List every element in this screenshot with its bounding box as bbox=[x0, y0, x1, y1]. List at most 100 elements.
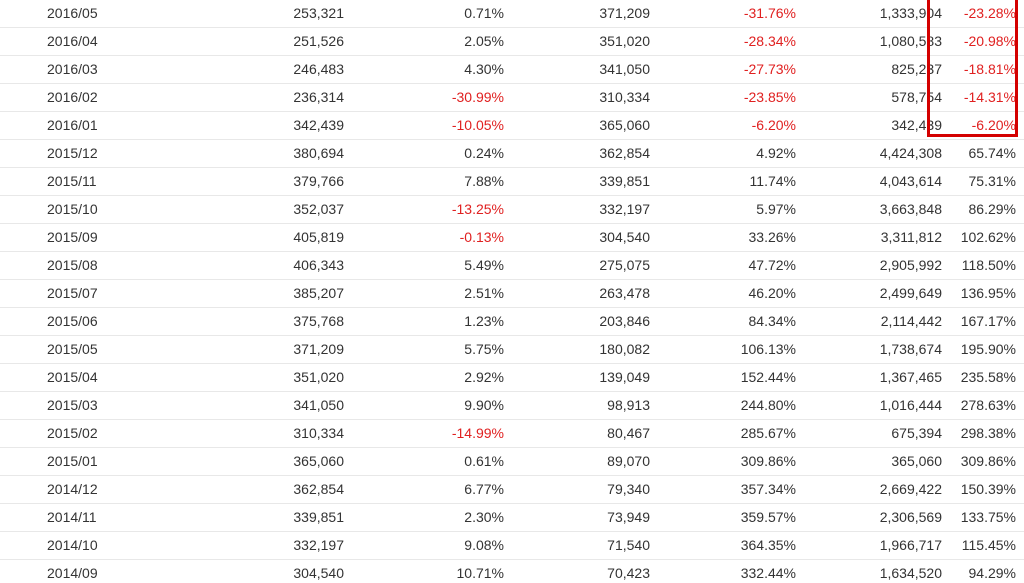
month-cell: 2015/12 bbox=[0, 139, 200, 168]
change-cell: 5.49% bbox=[344, 251, 504, 280]
table-row: 2015/02 310,334 -14.99% 80,467 285.67% 675,39… bbox=[0, 419, 1024, 448]
cumulative-change-cell: 235.58% bbox=[942, 363, 1024, 392]
cumulative-change-cell: 309.86% bbox=[942, 447, 1024, 476]
value-cell: 405,819 bbox=[200, 223, 344, 252]
yoy-change-cell: 285.67% bbox=[650, 419, 796, 448]
cumulative-cell: 1,367,465 bbox=[796, 363, 942, 392]
change-cell: 0.24% bbox=[344, 139, 504, 168]
yoy-change-cell: -31.76% bbox=[650, 0, 796, 28]
change-cell: 7.88% bbox=[344, 167, 504, 196]
change-cell: 4.30% bbox=[344, 55, 504, 84]
prev-value-cell: 304,540 bbox=[504, 223, 650, 252]
prev-value-cell: 139,049 bbox=[504, 363, 650, 392]
month-cell: 2015/01 bbox=[0, 447, 200, 476]
month-cell: 2016/02 bbox=[0, 83, 200, 112]
table-row: 2015/11 379,766 7.88% 339,851 11.74% 4,043,61… bbox=[0, 167, 1024, 196]
yoy-change-cell: -28.34% bbox=[650, 27, 796, 56]
prev-value-cell: 70,423 bbox=[504, 559, 650, 583]
month-cell: 2015/07 bbox=[0, 279, 200, 308]
month-cell: 2015/02 bbox=[0, 419, 200, 448]
table-row: 2015/12 380,694 0.24% 362,854 4.92% 4,424,308… bbox=[0, 139, 1024, 168]
cumulative-change-cell: 278.63% bbox=[942, 391, 1024, 420]
cumulative-cell: 4,043,614 bbox=[796, 167, 942, 196]
month-cell: 2015/09 bbox=[0, 223, 200, 252]
value-cell: 246,483 bbox=[200, 55, 344, 84]
yoy-change-cell: 359.57% bbox=[650, 503, 796, 532]
prev-value-cell: 275,075 bbox=[504, 251, 650, 280]
prev-value-cell: 73,949 bbox=[504, 503, 650, 532]
cumulative-change-cell: 167.17% bbox=[942, 307, 1024, 336]
month-cell: 2015/06 bbox=[0, 307, 200, 336]
table-row: 2016/01 342,439 -10.05% 365,060 -6.20% 342,43… bbox=[0, 111, 1024, 140]
yoy-change-cell: 46.20% bbox=[650, 279, 796, 308]
table-row: 2014/12 362,854 6.77% 79,340 357.34% 2,669,42… bbox=[0, 475, 1024, 504]
cumulative-change-cell: 94.29% bbox=[942, 559, 1024, 583]
cumulative-cell: 1,080,583 bbox=[796, 27, 942, 56]
change-cell: 2.05% bbox=[344, 27, 504, 56]
cumulative-cell: 675,394 bbox=[796, 419, 942, 448]
table-row: 2015/06 375,768 1.23% 203,846 84.34% 2,114,44… bbox=[0, 307, 1024, 336]
value-cell: 379,766 bbox=[200, 167, 344, 196]
prev-value-cell: 98,913 bbox=[504, 391, 650, 420]
table-row: 2015/03 341,050 9.90% 98,913 244.80% 1,016,44… bbox=[0, 391, 1024, 420]
yoy-change-cell: -6.20% bbox=[650, 111, 796, 140]
prev-value-cell: 89,070 bbox=[504, 447, 650, 476]
month-cell: 2015/05 bbox=[0, 335, 200, 364]
cumulative-cell: 2,669,422 bbox=[796, 475, 942, 504]
prev-value-cell: 263,478 bbox=[504, 279, 650, 308]
value-cell: 341,050 bbox=[200, 391, 344, 420]
prev-value-cell: 339,851 bbox=[504, 167, 650, 196]
table-row: 2016/03 246,483 4.30% 341,050 -27.73% 825,237… bbox=[0, 55, 1024, 84]
change-cell: 9.08% bbox=[344, 531, 504, 560]
table-row: 2014/10 332,197 9.08% 71,540 364.35% 1,966,71… bbox=[0, 531, 1024, 560]
yoy-change-cell: 106.13% bbox=[650, 335, 796, 364]
value-cell: 351,020 bbox=[200, 363, 344, 392]
prev-value-cell: 362,854 bbox=[504, 139, 650, 168]
month-cell: 2016/05 bbox=[0, 0, 200, 28]
month-cell: 2015/10 bbox=[0, 195, 200, 224]
change-cell: -13.25% bbox=[344, 195, 504, 224]
month-cell: 2014/10 bbox=[0, 531, 200, 560]
cumulative-change-cell: -20.98% bbox=[942, 27, 1024, 56]
cumulative-change-cell: 195.90% bbox=[942, 335, 1024, 364]
month-cell: 2014/12 bbox=[0, 475, 200, 504]
cumulative-change-cell: 133.75% bbox=[942, 503, 1024, 532]
change-cell: 9.90% bbox=[344, 391, 504, 420]
value-cell: 365,060 bbox=[200, 447, 344, 476]
cumulative-change-cell: 298.38% bbox=[942, 419, 1024, 448]
value-cell: 253,321 bbox=[200, 0, 344, 28]
change-cell: 6.77% bbox=[344, 475, 504, 504]
table-row: 2015/01 365,060 0.61% 89,070 309.86% 365,060 3… bbox=[0, 447, 1024, 476]
yoy-change-cell: 332.44% bbox=[650, 559, 796, 583]
change-cell: -14.99% bbox=[344, 419, 504, 448]
prev-value-cell: 332,197 bbox=[504, 195, 650, 224]
cumulative-change-cell: 115.45% bbox=[942, 531, 1024, 560]
cumulative-change-cell: 65.74% bbox=[942, 139, 1024, 168]
value-cell: 362,854 bbox=[200, 475, 344, 504]
cumulative-cell: 365,060 bbox=[796, 447, 942, 476]
value-cell: 236,314 bbox=[200, 83, 344, 112]
month-cell: 2015/03 bbox=[0, 391, 200, 420]
prev-value-cell: 79,340 bbox=[504, 475, 650, 504]
prev-value-cell: 310,334 bbox=[504, 83, 650, 112]
table-row: 2015/05 371,209 5.75% 180,082 106.13% 1,738,6… bbox=[0, 335, 1024, 364]
yoy-change-cell: 357.34% bbox=[650, 475, 796, 504]
change-cell: 2.92% bbox=[344, 363, 504, 392]
cumulative-cell: 3,663,848 bbox=[796, 195, 942, 224]
cumulative-cell: 4,424,308 bbox=[796, 139, 942, 168]
cumulative-change-cell: -6.20% bbox=[942, 111, 1024, 140]
value-cell: 406,343 bbox=[200, 251, 344, 280]
change-cell: 10.71% bbox=[344, 559, 504, 583]
yoy-change-cell: 47.72% bbox=[650, 251, 796, 280]
cumulative-cell: 1,738,674 bbox=[796, 335, 942, 364]
change-cell: -10.05% bbox=[344, 111, 504, 140]
table-row: 2015/04 351,020 2.92% 139,049 152.44% 1,367,4… bbox=[0, 363, 1024, 392]
cumulative-cell: 2,114,442 bbox=[796, 307, 942, 336]
change-cell: 5.75% bbox=[344, 335, 504, 364]
cumulative-cell: 2,905,992 bbox=[796, 251, 942, 280]
value-cell: 251,526 bbox=[200, 27, 344, 56]
prev-value-cell: 203,846 bbox=[504, 307, 650, 336]
table-row: 2014/09 304,540 10.71% 70,423 332.44% 1,634,5… bbox=[0, 559, 1024, 583]
yoy-change-cell: -23.85% bbox=[650, 83, 796, 112]
